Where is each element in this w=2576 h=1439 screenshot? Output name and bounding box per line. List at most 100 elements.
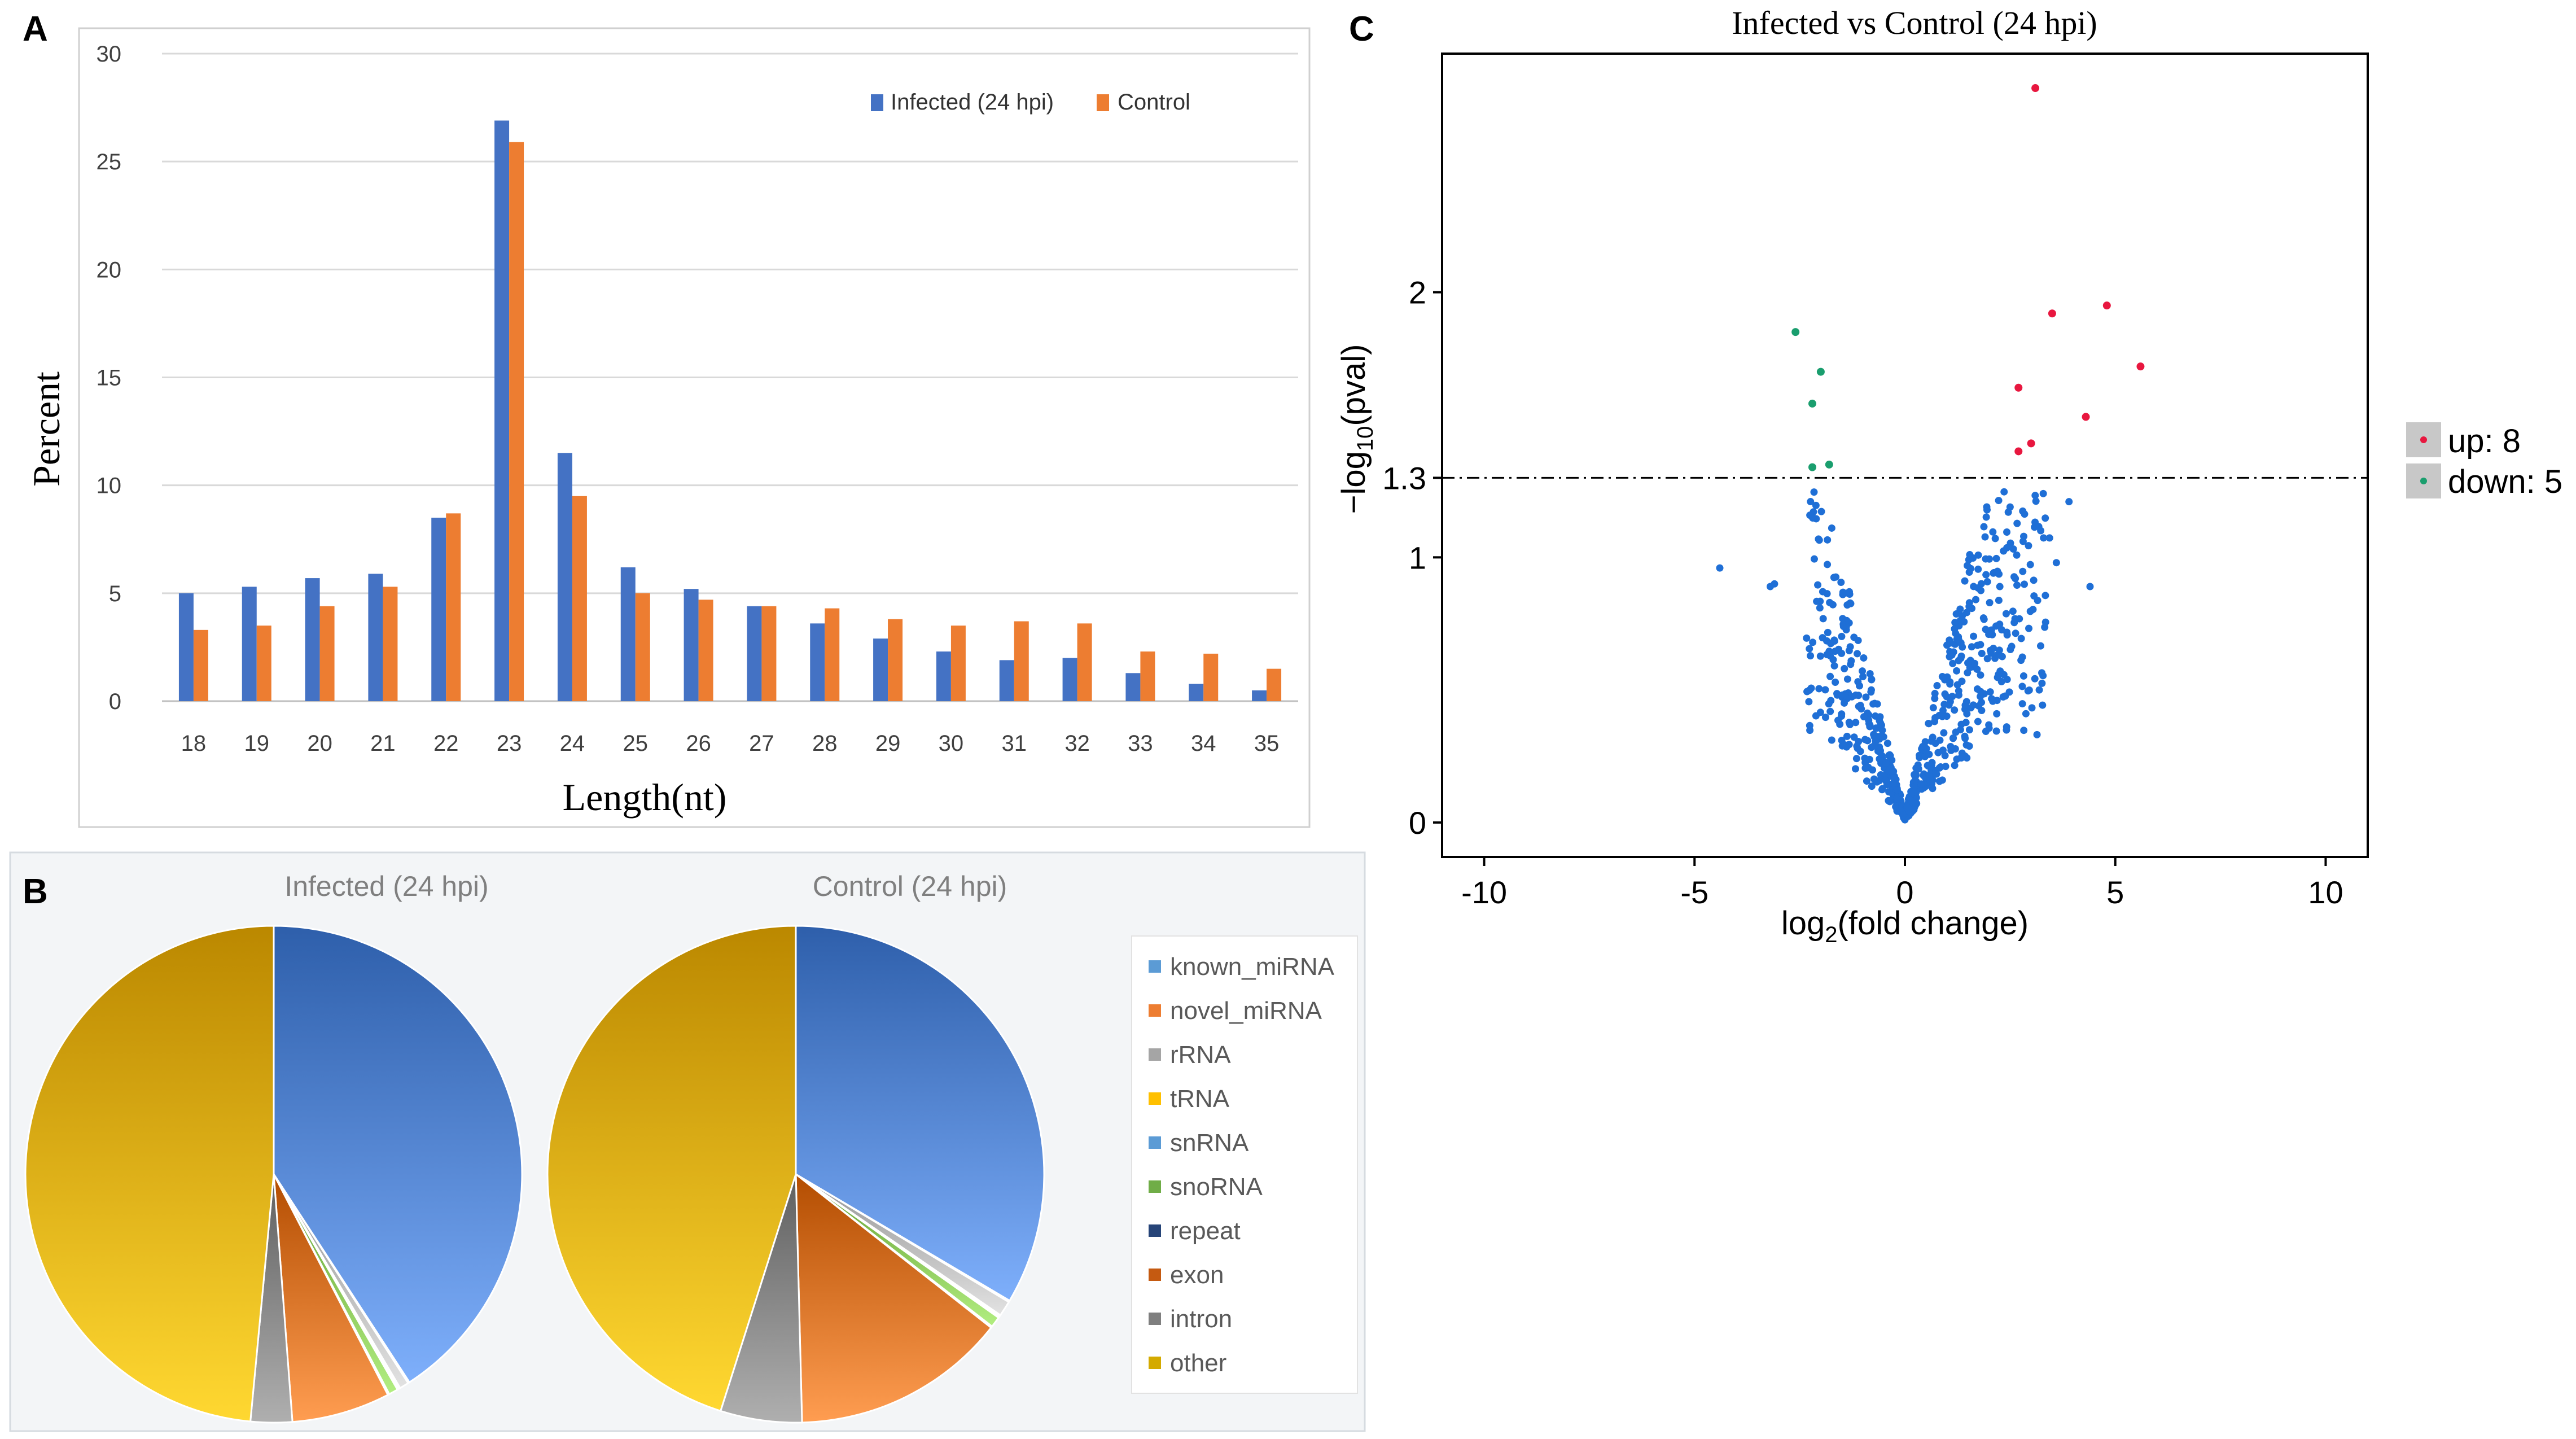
ns-point xyxy=(2040,534,2048,542)
bar-control-19 xyxy=(256,626,271,701)
y-tick-label: 1.3 xyxy=(1382,460,1426,496)
ns-point xyxy=(2003,726,2010,734)
ns-point xyxy=(2025,542,2032,550)
ns-point xyxy=(1929,704,1937,712)
bar-control-22 xyxy=(446,513,461,701)
x-label-sub: 2 xyxy=(1825,922,1837,947)
bar-control-28 xyxy=(825,608,840,701)
ns-point xyxy=(1819,615,1827,623)
ns-point xyxy=(1843,732,1851,740)
ns-point xyxy=(1959,612,1966,620)
ns-point xyxy=(1946,698,1954,706)
ns-point xyxy=(1955,636,1962,644)
ns-point xyxy=(2011,615,2019,623)
ns-point xyxy=(1931,718,1939,725)
ns-point xyxy=(1861,764,1869,772)
ns-point xyxy=(1824,628,1832,636)
ns-point xyxy=(2036,642,2044,650)
ns-point xyxy=(1845,719,1853,727)
x-tick-label: 23 xyxy=(497,731,522,756)
ns-point xyxy=(1940,729,1948,737)
ns-point xyxy=(1856,702,1864,710)
x-tick-label: 24 xyxy=(560,731,585,756)
ns-point xyxy=(2086,583,2094,591)
ns-point xyxy=(1940,701,1948,708)
ns-point xyxy=(1957,753,1965,761)
ns-point xyxy=(2029,606,2037,614)
ns-point xyxy=(1803,634,1811,642)
ns-point xyxy=(1961,732,1969,740)
x-tick-label: 20 xyxy=(307,731,332,756)
panel-a-label: A xyxy=(23,10,48,49)
ns-point xyxy=(1995,646,2003,654)
ns-point xyxy=(1933,770,1940,778)
x-tick-label: 31 xyxy=(1002,731,1027,756)
ns-point xyxy=(1855,692,1863,699)
ns-point xyxy=(1890,774,1898,782)
ns-point xyxy=(1828,736,1835,744)
ns-point xyxy=(1860,654,1868,662)
volcano-legend: up: 8 down: 5 xyxy=(2406,422,2562,500)
x-tick-label: 18 xyxy=(181,731,207,756)
ns-point xyxy=(1809,638,1817,646)
bar-control-24 xyxy=(572,496,587,701)
ns-point xyxy=(1939,746,1947,754)
ns-point xyxy=(2033,731,2041,738)
bar-infected-34 xyxy=(1189,684,1204,701)
y-tick-label: 0 xyxy=(109,689,121,714)
ns-point xyxy=(1807,498,1815,506)
x-tick-label: 21 xyxy=(370,731,396,756)
y-label-main: −log xyxy=(1335,451,1372,514)
legend-label-down: down: 5 xyxy=(2448,463,2562,500)
ns-point xyxy=(1851,765,1859,773)
pie-legend-label-known_miRNA: known_miRNA xyxy=(1170,953,1335,981)
x-tick-label: -5 xyxy=(1680,874,1708,910)
ns-point xyxy=(1975,702,1983,710)
ns-point xyxy=(1989,528,1997,536)
bar-infected-18 xyxy=(178,593,194,701)
ns-point xyxy=(2022,710,2030,718)
ns-point xyxy=(1926,777,1934,785)
ns-point xyxy=(1914,761,1922,769)
ns-point xyxy=(1810,555,1818,563)
ns-point xyxy=(1971,659,1979,667)
x-tick-label: 28 xyxy=(812,731,838,756)
ns-point xyxy=(1968,605,1976,613)
ns-point xyxy=(1847,661,1855,668)
down-point xyxy=(1808,463,1816,471)
ns-point xyxy=(1982,513,1990,521)
ns-point xyxy=(2003,528,2011,536)
ns-point xyxy=(1876,713,1884,721)
up-point xyxy=(2027,439,2035,448)
ns-point xyxy=(1843,675,1851,683)
bar-infected-25 xyxy=(620,567,636,701)
ns-point xyxy=(1981,533,1989,541)
ns-point xyxy=(2008,642,2016,650)
ns-point xyxy=(1906,796,1914,804)
x-tick-label: 32 xyxy=(1064,731,1090,756)
pie-legend-swatch-novel_miRNA xyxy=(1149,1004,1161,1017)
bar-infected-23 xyxy=(494,120,510,702)
panel-a-frame xyxy=(78,27,1311,828)
ns-point xyxy=(2021,580,2029,588)
up-point xyxy=(2014,447,2023,456)
pie-legend-label-intron: intron xyxy=(1170,1305,1232,1333)
ns-point xyxy=(1943,641,1951,649)
bar-infected-27 xyxy=(747,606,762,701)
ns-point xyxy=(1837,578,1845,586)
bar-control-33 xyxy=(1140,651,1155,701)
ns-point xyxy=(1838,649,1846,657)
ns-point xyxy=(2030,576,2038,584)
pie-title-infected: Infected (24 hpi) xyxy=(284,871,488,902)
ns-point xyxy=(1983,503,1991,511)
ns-point xyxy=(1951,706,1959,714)
ns-point xyxy=(1986,688,1994,696)
ns-point xyxy=(1826,707,1834,715)
bar-infected-35 xyxy=(1252,690,1267,701)
ns-point xyxy=(1870,733,1878,741)
ns-point xyxy=(1941,690,1949,698)
ns-point xyxy=(1826,672,1834,680)
ns-point xyxy=(1963,710,1971,718)
ns-point xyxy=(1956,726,1964,734)
ns-point xyxy=(2032,497,2040,505)
